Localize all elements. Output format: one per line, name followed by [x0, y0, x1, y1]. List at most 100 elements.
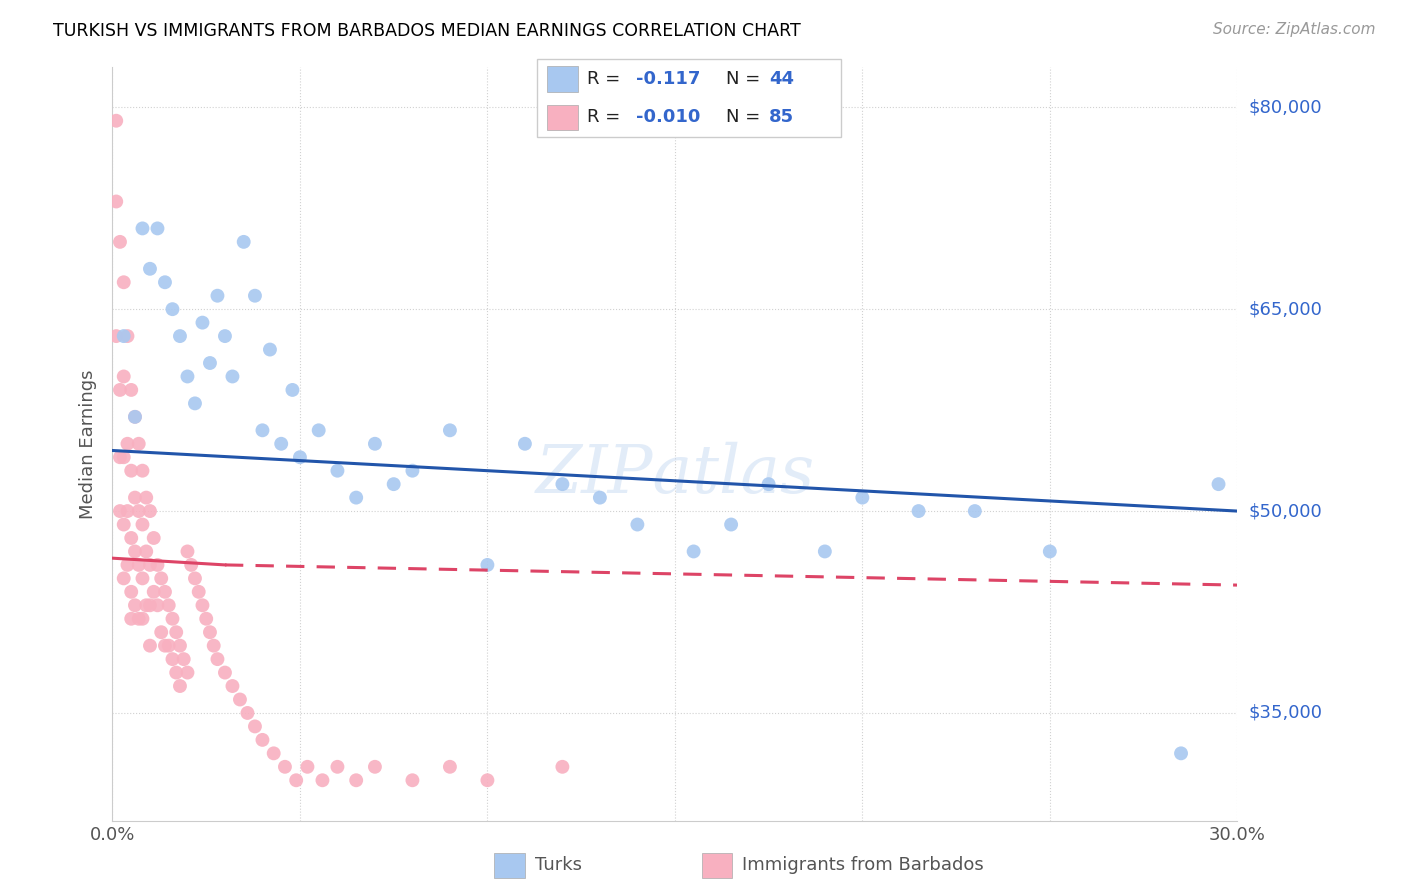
Point [157, 599, 180, 613]
Text: R =: R = [586, 109, 620, 127]
Point [131, 517, 153, 532]
Point [401, 464, 423, 478]
Point [236, 706, 259, 720]
Point [105, 194, 128, 209]
Point [252, 423, 274, 437]
Text: $50,000: $50,000 [1249, 502, 1322, 520]
Point [963, 504, 986, 518]
Point [184, 571, 207, 585]
Point [720, 517, 742, 532]
Point [108, 383, 131, 397]
Point [382, 477, 405, 491]
Point [112, 450, 135, 465]
Point [108, 235, 131, 249]
Point [169, 329, 191, 343]
Point [139, 639, 162, 653]
Point [139, 599, 162, 613]
Point [191, 599, 214, 613]
Point [326, 464, 349, 478]
Point [131, 571, 153, 585]
Point [176, 544, 198, 558]
Point [626, 517, 648, 532]
Point [157, 639, 180, 653]
Point [150, 625, 173, 640]
Point [120, 584, 142, 599]
Text: -0.010: -0.010 [637, 109, 700, 127]
Point [112, 329, 135, 343]
Text: $65,000: $65,000 [1249, 301, 1322, 318]
Text: ZIP​atlas: ZIP​atlas [536, 442, 814, 507]
Text: $35,000: $35,000 [1249, 704, 1323, 722]
Point [551, 760, 574, 774]
Text: Turks: Turks [534, 856, 582, 874]
Point [120, 383, 142, 397]
Text: 44: 44 [769, 70, 794, 87]
Point [214, 665, 236, 680]
Point [117, 437, 139, 451]
Point [153, 275, 176, 289]
Point [135, 491, 157, 505]
Text: N =: N = [725, 109, 761, 127]
Point [198, 356, 221, 370]
Point [191, 316, 214, 330]
Point [117, 329, 139, 343]
Point [513, 437, 536, 451]
Point [1039, 544, 1062, 558]
Y-axis label: Median Earnings: Median Earnings [79, 369, 97, 518]
Point [146, 599, 169, 613]
Point [112, 369, 135, 384]
Point [202, 639, 225, 653]
Point [124, 409, 146, 424]
Point [117, 504, 139, 518]
Point [344, 491, 367, 505]
Point [285, 773, 308, 788]
Point [589, 491, 612, 505]
Point [131, 221, 153, 235]
Point [439, 423, 461, 437]
Point [270, 437, 292, 451]
Point [180, 558, 202, 572]
FancyBboxPatch shape [702, 853, 733, 878]
Point [162, 652, 184, 666]
Point [162, 302, 184, 317]
Point [142, 531, 165, 545]
Point [139, 504, 162, 518]
Point [131, 612, 153, 626]
Point [364, 760, 387, 774]
Point [150, 571, 173, 585]
Point [1208, 477, 1230, 491]
Point [814, 544, 837, 558]
Point [232, 235, 254, 249]
Point [207, 652, 229, 666]
Point [162, 612, 184, 626]
Point [221, 369, 243, 384]
Point [288, 450, 311, 465]
Point [108, 504, 131, 518]
Text: $80,000: $80,000 [1249, 98, 1322, 116]
Point [131, 464, 153, 478]
Point [139, 558, 162, 572]
Point [153, 639, 176, 653]
Point [165, 665, 187, 680]
Point [401, 773, 423, 788]
Point [758, 477, 780, 491]
Point [243, 289, 266, 303]
FancyBboxPatch shape [547, 66, 578, 92]
Point [551, 477, 574, 491]
Point [169, 679, 191, 693]
Point [117, 558, 139, 572]
Point [682, 544, 704, 558]
Point [184, 396, 207, 410]
Point [243, 719, 266, 733]
Point [135, 599, 157, 613]
Point [274, 760, 297, 774]
Point [207, 289, 229, 303]
Point [169, 639, 191, 653]
Point [229, 692, 252, 706]
Point [173, 652, 195, 666]
Point [124, 599, 146, 613]
Point [477, 558, 499, 572]
Point [308, 423, 330, 437]
Point [146, 221, 169, 235]
Point [176, 665, 198, 680]
